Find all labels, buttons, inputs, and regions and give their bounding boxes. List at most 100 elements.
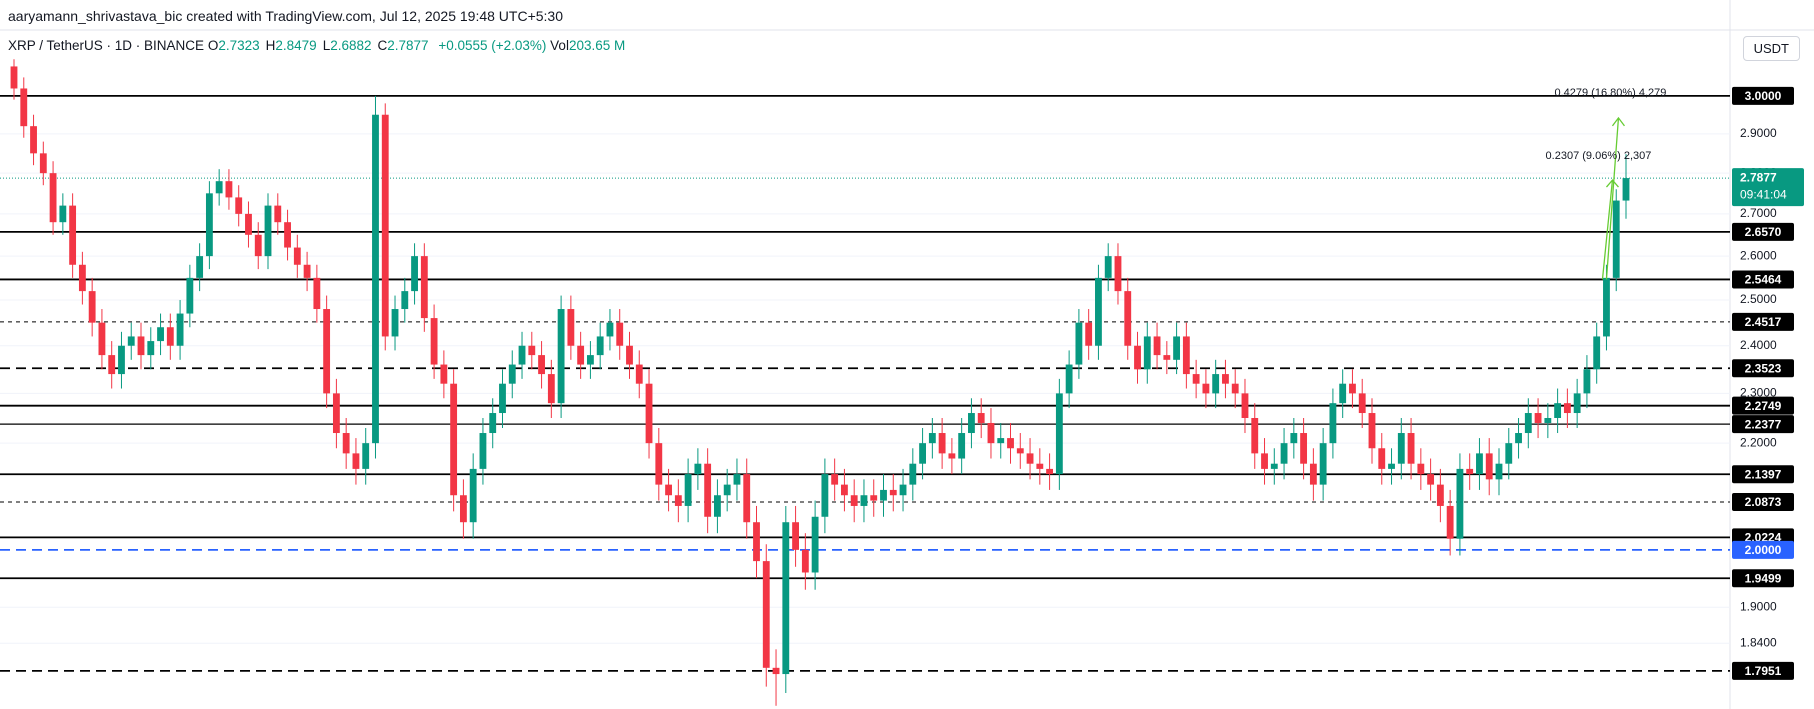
annotation: 0.4279 (16.80%) 4,279 bbox=[1554, 87, 1666, 99]
level-label: 2.4517 bbox=[1745, 315, 1782, 329]
candle-body bbox=[1124, 291, 1132, 346]
candle-body bbox=[1192, 374, 1200, 384]
candle-body bbox=[655, 443, 663, 485]
level-label-box bbox=[1732, 493, 1794, 512]
candle-body bbox=[1114, 256, 1122, 292]
candle-body bbox=[596, 336, 604, 356]
candle-body bbox=[860, 495, 868, 506]
candle-body bbox=[499, 383, 506, 414]
candle-body bbox=[1397, 433, 1405, 464]
y-tick-label: 2.4000 bbox=[1740, 338, 1777, 352]
level-label-box bbox=[1732, 465, 1794, 484]
level-label-box bbox=[1732, 359, 1794, 378]
candle-body bbox=[1407, 433, 1415, 464]
candle-body bbox=[997, 438, 1005, 444]
candle-body bbox=[118, 345, 125, 375]
candle-body bbox=[1329, 403, 1337, 444]
ohlc-label: H bbox=[265, 38, 276, 53]
y-tick-label: 1.8400 bbox=[1740, 635, 1777, 649]
candle-body bbox=[1163, 355, 1171, 360]
level-label: 3.0000 bbox=[1745, 89, 1782, 103]
candle-body bbox=[518, 345, 526, 365]
candle-body bbox=[1339, 383, 1347, 404]
candle-body bbox=[792, 522, 799, 550]
ohlc-label: C bbox=[377, 38, 388, 53]
candle-body bbox=[479, 433, 487, 469]
candle-body bbox=[1182, 336, 1190, 375]
candle-body bbox=[1554, 403, 1562, 418]
level-label: 2.0873 bbox=[1745, 495, 1782, 509]
candle-body bbox=[49, 173, 57, 223]
candle-body bbox=[1085, 322, 1093, 346]
candle-body bbox=[1212, 374, 1220, 394]
candle-body bbox=[1300, 433, 1308, 464]
candle-body bbox=[430, 318, 438, 365]
candle-body bbox=[1270, 463, 1278, 469]
candle-body bbox=[1388, 463, 1395, 469]
last-price-label: 2.7877 bbox=[1740, 170, 1777, 184]
candle-body bbox=[880, 489, 887, 501]
candle-body bbox=[157, 327, 164, 342]
ohlc: O2.7323 H2.8479 L2.6882 C2.7877 bbox=[208, 38, 435, 53]
measure-arrows bbox=[1601, 116, 1625, 280]
candle-body bbox=[1446, 505, 1454, 539]
currency-button[interactable]: USDT bbox=[1742, 36, 1800, 61]
level-label: 2.3523 bbox=[1745, 361, 1782, 375]
level-label-box bbox=[1732, 396, 1794, 415]
candle-body bbox=[352, 453, 360, 469]
candle-body bbox=[459, 495, 467, 523]
candle-body bbox=[801, 549, 809, 573]
candle-body bbox=[30, 126, 37, 154]
candle-body bbox=[1544, 417, 1552, 423]
last-price-box bbox=[1732, 168, 1804, 207]
candle-body bbox=[1573, 393, 1581, 414]
candle-body bbox=[977, 413, 985, 423]
candle-body bbox=[176, 313, 184, 346]
candle-body bbox=[1427, 474, 1435, 485]
y-tick-label: 2.2000 bbox=[1740, 435, 1777, 449]
candle-body bbox=[674, 495, 682, 506]
candle-body bbox=[1055, 393, 1063, 475]
candle-body bbox=[1153, 336, 1161, 356]
candle-body bbox=[909, 463, 917, 485]
candle-body bbox=[1075, 322, 1083, 365]
arrow bbox=[1601, 179, 1619, 280]
candle-body bbox=[137, 336, 145, 356]
candle-body bbox=[196, 256, 204, 278]
volume: 203.65 M bbox=[568, 38, 626, 53]
candle-body bbox=[381, 114, 389, 337]
candle-body bbox=[665, 484, 672, 496]
level-label: 2.2377 bbox=[1745, 417, 1782, 431]
candle-body bbox=[372, 114, 379, 444]
candle-body bbox=[831, 474, 839, 485]
annotation: 0.2307 (9.06%) 2,307 bbox=[1546, 150, 1652, 162]
candle-body bbox=[1534, 413, 1542, 423]
candle-body bbox=[1319, 443, 1327, 485]
candle-body bbox=[1466, 468, 1474, 475]
candle-body bbox=[293, 247, 301, 265]
candle-body bbox=[186, 277, 194, 314]
candle-body bbox=[391, 309, 399, 337]
candle-body bbox=[205, 193, 213, 257]
ohlc-value: 2.7323 bbox=[218, 38, 260, 53]
candle-body bbox=[225, 181, 233, 198]
candle-body bbox=[235, 197, 243, 214]
candle-body bbox=[1378, 448, 1386, 469]
candle-body bbox=[508, 364, 516, 384]
candle-body bbox=[1231, 383, 1239, 394]
level-label-box bbox=[1732, 222, 1794, 241]
candle-body bbox=[215, 181, 223, 194]
candle-body bbox=[1065, 364, 1073, 394]
candle-body bbox=[1417, 463, 1425, 475]
candle-body bbox=[98, 322, 106, 356]
candle-body bbox=[938, 433, 946, 454]
level-label-box bbox=[1732, 86, 1794, 105]
candle-body bbox=[753, 522, 760, 562]
candle-body bbox=[303, 264, 311, 278]
candle-body bbox=[440, 364, 448, 384]
candle-body bbox=[1241, 393, 1249, 418]
candle-body bbox=[733, 474, 741, 485]
candle-body bbox=[1476, 453, 1483, 475]
